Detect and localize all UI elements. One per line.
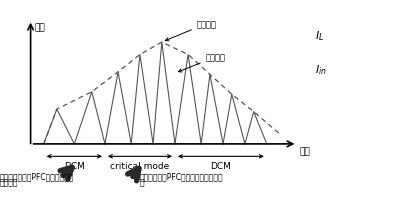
Text: 输入电流: 输入电流 [178, 53, 226, 73]
Text: 临界导电模式PFC用于降低最大电流应: 临界导电模式PFC用于降低最大电流应 [140, 171, 224, 180]
Text: critical mode: critical mode [110, 162, 170, 170]
Text: 非连续导电模式PFC用于限制最大: 非连续导电模式PFC用于限制最大 [0, 171, 74, 180]
Text: 力: 力 [140, 178, 144, 186]
Text: 电流: 电流 [35, 23, 46, 32]
Text: DCM: DCM [64, 162, 85, 170]
Text: 开关频率: 开关频率 [0, 178, 18, 186]
Text: 时间: 时间 [300, 147, 310, 156]
Text: 电感电流: 电感电流 [165, 20, 217, 42]
Text: $I_{in}$: $I_{in}$ [315, 63, 327, 77]
Text: $I_L$: $I_L$ [315, 29, 324, 42]
Text: DCM: DCM [210, 162, 231, 170]
